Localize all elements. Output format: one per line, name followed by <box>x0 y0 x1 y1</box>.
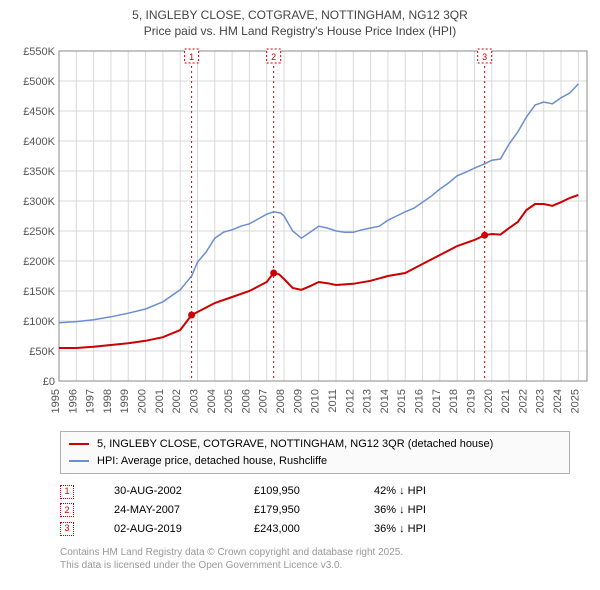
svg-text:£50K: £50K <box>29 346 55 358</box>
transaction-hpi: 42% ↓ HPI <box>374 482 426 501</box>
svg-text:2002: 2002 <box>171 389 183 413</box>
svg-text:£500K: £500K <box>23 76 55 88</box>
legend-label: HPI: Average price, detached house, Rush… <box>97 453 327 470</box>
svg-text:2006: 2006 <box>240 389 252 413</box>
svg-text:£150K: £150K <box>23 286 55 298</box>
svg-text:1: 1 <box>189 52 194 62</box>
transaction-marker-icon: 3 <box>60 522 74 536</box>
footer-line: Contains HM Land Registry data © Crown c… <box>60 546 590 559</box>
svg-text:1997: 1997 <box>85 389 97 413</box>
legend-label: 5, INGLEBY CLOSE, COTGRAVE, NOTTINGHAM, … <box>97 436 493 453</box>
svg-text:2020: 2020 <box>483 389 495 413</box>
footer-attribution: Contains HM Land Registry data © Crown c… <box>60 546 590 572</box>
transaction-price: £109,950 <box>254 482 334 501</box>
transaction-price: £243,000 <box>254 520 334 539</box>
transaction-date: 24-MAY-2007 <box>114 501 214 520</box>
svg-text:1998: 1998 <box>102 389 114 413</box>
transaction-hpi: 36% ↓ HPI <box>374 520 426 539</box>
svg-text:2011: 2011 <box>327 389 339 413</box>
transaction-date: 02-AUG-2019 <box>114 520 214 539</box>
svg-text:£400K: £400K <box>23 136 55 148</box>
svg-text:£300K: £300K <box>23 196 55 208</box>
svg-text:2007: 2007 <box>258 389 270 413</box>
svg-text:2017: 2017 <box>431 389 443 413</box>
svg-text:2010: 2010 <box>310 389 322 413</box>
svg-text:2014: 2014 <box>379 389 391 413</box>
svg-text:1999: 1999 <box>119 389 131 413</box>
transaction-date: 30-AUG-2002 <box>114 482 214 501</box>
svg-text:£550K: £550K <box>23 46 55 58</box>
svg-text:2023: 2023 <box>535 389 547 413</box>
svg-text:2024: 2024 <box>552 389 564 413</box>
svg-text:2012: 2012 <box>344 389 356 413</box>
svg-text:£450K: £450K <box>23 106 55 118</box>
svg-text:1996: 1996 <box>67 389 79 413</box>
svg-text:2000: 2000 <box>137 389 149 413</box>
legend-item: HPI: Average price, detached house, Rush… <box>69 453 561 470</box>
svg-text:£200K: £200K <box>23 256 55 268</box>
svg-text:2025: 2025 <box>569 389 581 413</box>
svg-text:3: 3 <box>482 52 487 62</box>
legend-item: 5, INGLEBY CLOSE, COTGRAVE, NOTTINGHAM, … <box>69 436 561 453</box>
svg-text:2015: 2015 <box>396 389 408 413</box>
chart-legend: 5, INGLEBY CLOSE, COTGRAVE, NOTTINGHAM, … <box>60 431 570 474</box>
svg-text:£250K: £250K <box>23 226 55 238</box>
transaction-table: 1 30-AUG-2002 £109,950 42% ↓ HPI 2 24-MA… <box>60 482 590 538</box>
svg-text:2013: 2013 <box>362 389 374 413</box>
legend-swatch-icon <box>69 443 89 445</box>
svg-text:2016: 2016 <box>414 389 426 413</box>
svg-text:£100K: £100K <box>23 316 55 328</box>
transaction-price: £179,950 <box>254 501 334 520</box>
table-row: 2 24-MAY-2007 £179,950 36% ↓ HPI <box>60 501 590 520</box>
svg-text:2008: 2008 <box>275 389 287 413</box>
svg-text:2001: 2001 <box>154 389 166 413</box>
svg-text:2009: 2009 <box>292 389 304 413</box>
svg-text:£350K: £350K <box>23 166 55 178</box>
footer-line: This data is licensed under the Open Gov… <box>60 559 590 572</box>
svg-text:£0: £0 <box>43 376 55 388</box>
svg-text:1995: 1995 <box>50 389 62 413</box>
svg-text:2003: 2003 <box>188 389 200 413</box>
transaction-marker-icon: 2 <box>60 503 74 517</box>
legend-swatch-icon <box>69 460 89 462</box>
svg-text:2004: 2004 <box>206 389 218 413</box>
svg-text:2018: 2018 <box>448 389 460 413</box>
transaction-hpi: 36% ↓ HPI <box>374 501 426 520</box>
svg-text:2: 2 <box>271 52 276 62</box>
page-title-line1: 5, INGLEBY CLOSE, COTGRAVE, NOTTINGHAM, … <box>10 8 590 24</box>
transaction-marker-icon: 1 <box>60 485 74 499</box>
svg-text:2021: 2021 <box>500 389 512 413</box>
page-title-line2: Price paid vs. HM Land Registry's House … <box>10 24 590 40</box>
price-chart: £0 £50K £100K £150K £200K £250K £300K £350K £400… <box>15 43 590 423</box>
svg-text:2005: 2005 <box>223 389 235 413</box>
svg-text:2022: 2022 <box>517 389 529 413</box>
table-row: 1 30-AUG-2002 £109,950 42% ↓ HPI <box>60 482 590 501</box>
svg-text:2019: 2019 <box>465 389 477 413</box>
table-row: 3 02-AUG-2019 £243,000 36% ↓ HPI <box>60 520 590 539</box>
